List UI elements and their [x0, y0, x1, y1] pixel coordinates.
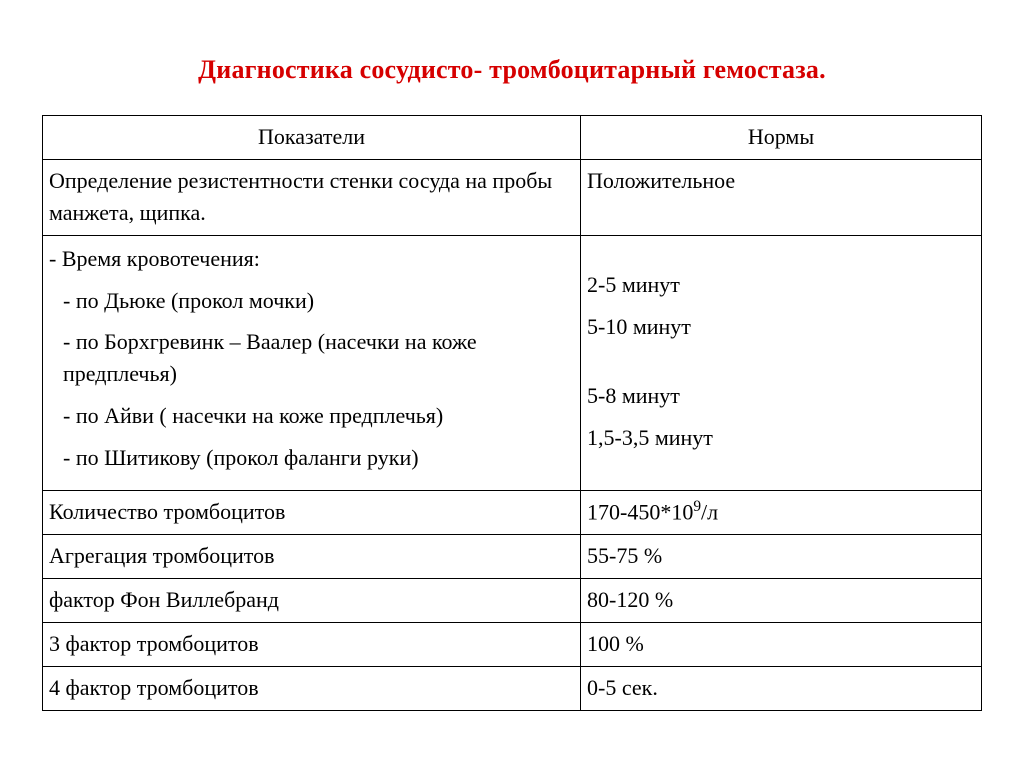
table-row: Определение резистентности стенки сосуда…	[43, 159, 982, 235]
cell-norm: 2-5 минут 5-10 минут 5-8 минут 1,5-3,5 м…	[581, 235, 982, 490]
norm-value: 5-8 минут	[587, 380, 975, 412]
cell-norm: 55-75 %	[581, 535, 982, 579]
hemostasis-table: Показатели Нормы Определение резистентно…	[42, 115, 982, 711]
cell-norm: 100 %	[581, 623, 982, 667]
bleeding-time-item: - по Борхгревинк – Ваалер (насечки на ко…	[63, 326, 574, 390]
norm-sup: 9	[693, 498, 701, 515]
cell-indicator: 3 фактор тромбоцитов	[43, 623, 581, 667]
cell-norm: 170-450*109/л	[581, 491, 982, 535]
cell-indicator: Определение резистентности стенки сосуда…	[43, 159, 581, 235]
bleeding-time-item: - по Шитикову (прокол фаланги руки)	[63, 442, 574, 474]
header-indicators: Показатели	[43, 116, 581, 160]
header-norms: Нормы	[581, 116, 982, 160]
cell-indicator: Агрегация тромбоцитов	[43, 535, 581, 579]
norm-value: 2-5 минут	[587, 269, 975, 301]
table-row: 3 фактор тромбоцитов 100 %	[43, 623, 982, 667]
norm-value: 5-10 минут	[587, 311, 975, 343]
cell-indicator: Количество тромбоцитов	[43, 491, 581, 535]
page-title: Диагностика сосудисто- тромбоцитарный ге…	[42, 55, 982, 85]
page: Диагностика сосудисто- тромбоцитарный ге…	[0, 0, 1024, 741]
cell-norm: Положительное	[581, 159, 982, 235]
table-row: Количество тромбоцитов 170-450*109/л	[43, 491, 982, 535]
cell-norm: 0-5 сек.	[581, 666, 982, 710]
table-header-row: Показатели Нормы	[43, 116, 982, 160]
bleeding-time-item: - по Дьюке (прокол мочки)	[63, 285, 574, 317]
table-row: 4 фактор тромбоцитов 0-5 сек.	[43, 666, 982, 710]
norm-prefix: 170-450*10	[587, 499, 693, 524]
norm-suffix: /л	[701, 499, 718, 524]
table-row: фактор Фон Виллебранд 80-120 %	[43, 579, 982, 623]
table-row: - Время кровотечения: - по Дьюке (прокол…	[43, 235, 982, 490]
bleeding-time-item: - по Айви ( насечки на коже предплечья)	[63, 400, 574, 432]
cell-norm: 80-120 %	[581, 579, 982, 623]
norm-value: 1,5-3,5 минут	[587, 422, 975, 454]
cell-indicator: - Время кровотечения: - по Дьюке (прокол…	[43, 235, 581, 490]
cell-indicator: фактор Фон Виллебранд	[43, 579, 581, 623]
cell-indicator: 4 фактор тромбоцитов	[43, 666, 581, 710]
table-row: Агрегация тромбоцитов 55-75 %	[43, 535, 982, 579]
bleeding-time-heading: - Время кровотечения:	[49, 243, 574, 275]
